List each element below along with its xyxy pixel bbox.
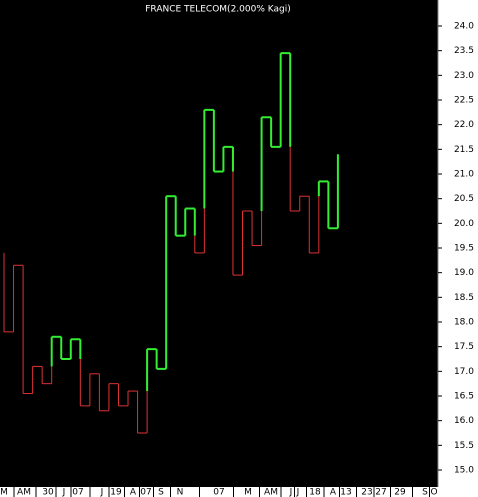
x-tick-label: J <box>296 488 300 497</box>
x-tick-label: N <box>177 488 184 497</box>
y-tick-label: 20.5 <box>454 194 474 204</box>
x-tick-label: M <box>0 488 8 497</box>
y-tick-label: 18.0 <box>454 317 474 327</box>
y-tick-label: 19.0 <box>454 268 474 278</box>
x-tick-label: S <box>158 488 164 497</box>
x-tick-label: S <box>422 488 428 497</box>
x-tick-label: J <box>100 488 104 497</box>
y-tick-label: 23.5 <box>454 46 474 56</box>
y-tick-label: 21.5 <box>454 145 474 155</box>
y-tick-label: 23.0 <box>454 71 474 81</box>
y-tick-label: 24.0 <box>454 22 474 32</box>
y-axis-panel <box>438 0 478 497</box>
y-tick-label: 19.5 <box>454 244 474 254</box>
y-tick-label: 15.0 <box>454 465 474 475</box>
x-tick-label: A <box>330 488 337 497</box>
x-tick-label: J <box>289 488 293 497</box>
y-tick-label: 22.0 <box>454 120 474 130</box>
x-tick-label: A <box>130 488 137 497</box>
x-tick-label: AM <box>264 488 278 497</box>
chart-title: FRANCE TELECOM(2.000% Kagi) <box>145 5 290 15</box>
x-tick-label: J <box>62 488 66 497</box>
x-tick-label: AM <box>17 488 31 497</box>
y-tick-label: 16.0 <box>454 416 474 426</box>
x-tick-label: 19 <box>110 488 122 497</box>
y-tick-label: 18.5 <box>454 293 474 303</box>
x-tick-label: 07 <box>72 488 83 497</box>
x-tick-label: 30 <box>42 488 54 497</box>
y-tick-label: 22.5 <box>454 96 474 106</box>
x-tick-label: 18 <box>309 488 321 497</box>
x-axis-panel <box>0 487 478 497</box>
x-tick-label: 07 <box>140 488 151 497</box>
y-tick-label: 17.0 <box>454 367 474 377</box>
x-tick-label: 27 <box>375 488 386 497</box>
x-tick-label: 07 <box>213 488 224 497</box>
x-tick-label: 23 <box>361 488 372 497</box>
y-tick-label: 20.0 <box>454 219 474 229</box>
x-tick-label: 29 <box>394 488 406 497</box>
y-tick-label: 21.0 <box>454 170 474 180</box>
y-tick-label: 16.5 <box>454 391 474 401</box>
x-tick-label: 13 <box>340 488 351 497</box>
x-tick-label: M <box>244 488 252 497</box>
y-tick-label: 15.5 <box>454 441 474 451</box>
y-tick-label: 17.5 <box>454 342 474 352</box>
x-tick-label: O <box>430 488 437 497</box>
